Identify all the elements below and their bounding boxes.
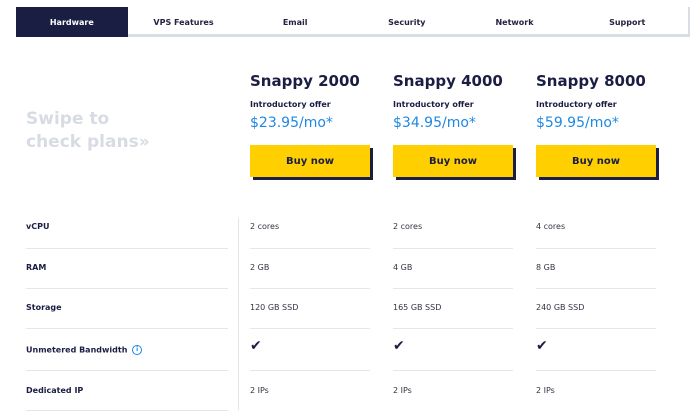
cell-dedicated-ip: 2 IPs xyxy=(536,386,555,395)
row-divider xyxy=(26,370,228,371)
cell-storage: 120 GB SSD xyxy=(250,303,299,312)
buy-now-button[interactable]: Buy now xyxy=(393,145,513,177)
column-divider xyxy=(238,218,239,410)
tab-support[interactable]: Support xyxy=(609,17,646,27)
tab-vps-features[interactable]: VPS Features xyxy=(153,17,214,27)
plan-name: Snappy 8000 xyxy=(536,72,646,90)
row-divider xyxy=(26,410,228,411)
plan-snappy-4000: Snappy 4000 Introductory offer $34.95/mo… xyxy=(393,72,519,177)
swipe-hint-line1: Swipe to xyxy=(26,109,110,129)
row-divider xyxy=(393,370,513,371)
tab-security[interactable]: Security xyxy=(388,17,426,27)
row-divider xyxy=(393,328,513,329)
hardware-tabs: Hardware VPS Features Email Security Net… xyxy=(16,7,690,37)
check-icon: ✔ xyxy=(536,338,548,354)
row-divider xyxy=(26,288,228,289)
plan-offer: Introductory offer xyxy=(536,100,617,109)
cell-vcpu: 2 cores xyxy=(250,222,280,231)
plan-snappy-2000: Snappy 2000 Introductory offer $23.95/mo… xyxy=(250,72,376,177)
cell-dedicated-ip: 2 IPs xyxy=(393,386,412,395)
row-label-dedicated-ip: Dedicated IP xyxy=(26,386,84,395)
cell-ram: 4 GB xyxy=(393,263,413,272)
cell-storage: 165 GB SSD xyxy=(393,303,442,312)
check-icon: ✔ xyxy=(250,338,262,354)
plan-price: $23.95/mo* xyxy=(250,115,333,131)
swipe-hint: Swipe to check plans» xyxy=(26,108,196,154)
row-divider xyxy=(536,248,656,249)
plan-offer: Introductory offer xyxy=(250,100,331,109)
plan-name: Snappy 2000 xyxy=(250,72,360,90)
cell-vcpu: 4 cores xyxy=(536,222,566,231)
cell-dedicated-ip: 2 IPs xyxy=(250,386,269,395)
plan-price: $59.95/mo* xyxy=(536,115,619,131)
row-divider xyxy=(250,328,370,329)
row-divider xyxy=(250,370,370,371)
cell-ram: 2 GB xyxy=(250,263,270,272)
swipe-hint-line2: check plans» xyxy=(26,132,150,152)
tab-email[interactable]: Email xyxy=(282,17,308,27)
row-label-bandwidth-text: Unmetered Bandwidth xyxy=(26,345,128,355)
row-label-storage: Storage xyxy=(26,303,62,312)
cell-vcpu: 2 cores xyxy=(393,222,423,231)
row-label-vcpu: vCPU xyxy=(26,222,50,231)
row-divider xyxy=(393,288,513,289)
tab-network[interactable]: Network xyxy=(495,17,534,27)
buy-now-button[interactable]: Buy now xyxy=(536,145,656,177)
plan-name: Snappy 4000 xyxy=(393,72,503,90)
row-divider xyxy=(26,248,228,249)
row-label-bandwidth: Unmetered Bandwidth i xyxy=(26,345,143,355)
row-divider xyxy=(250,288,370,289)
buy-now-button[interactable]: Buy now xyxy=(250,145,370,177)
plan-price: $34.95/mo* xyxy=(393,115,476,131)
check-icon: ✔ xyxy=(393,338,405,354)
row-divider xyxy=(536,328,656,329)
cell-ram: 8 GB xyxy=(536,263,556,272)
row-divider xyxy=(393,248,513,249)
row-divider xyxy=(26,328,228,329)
plan-snappy-8000: Snappy 8000 Introductory offer $59.95/mo… xyxy=(536,72,662,177)
row-divider xyxy=(536,370,656,371)
row-label-ram: RAM xyxy=(26,263,47,272)
info-icon[interactable]: i xyxy=(132,345,143,355)
plan-offer: Introductory offer xyxy=(393,100,474,109)
tab-hardware[interactable]: Hardware xyxy=(16,7,128,37)
row-divider xyxy=(250,248,370,249)
cell-storage: 240 GB SSD xyxy=(536,303,585,312)
row-divider xyxy=(536,288,656,289)
